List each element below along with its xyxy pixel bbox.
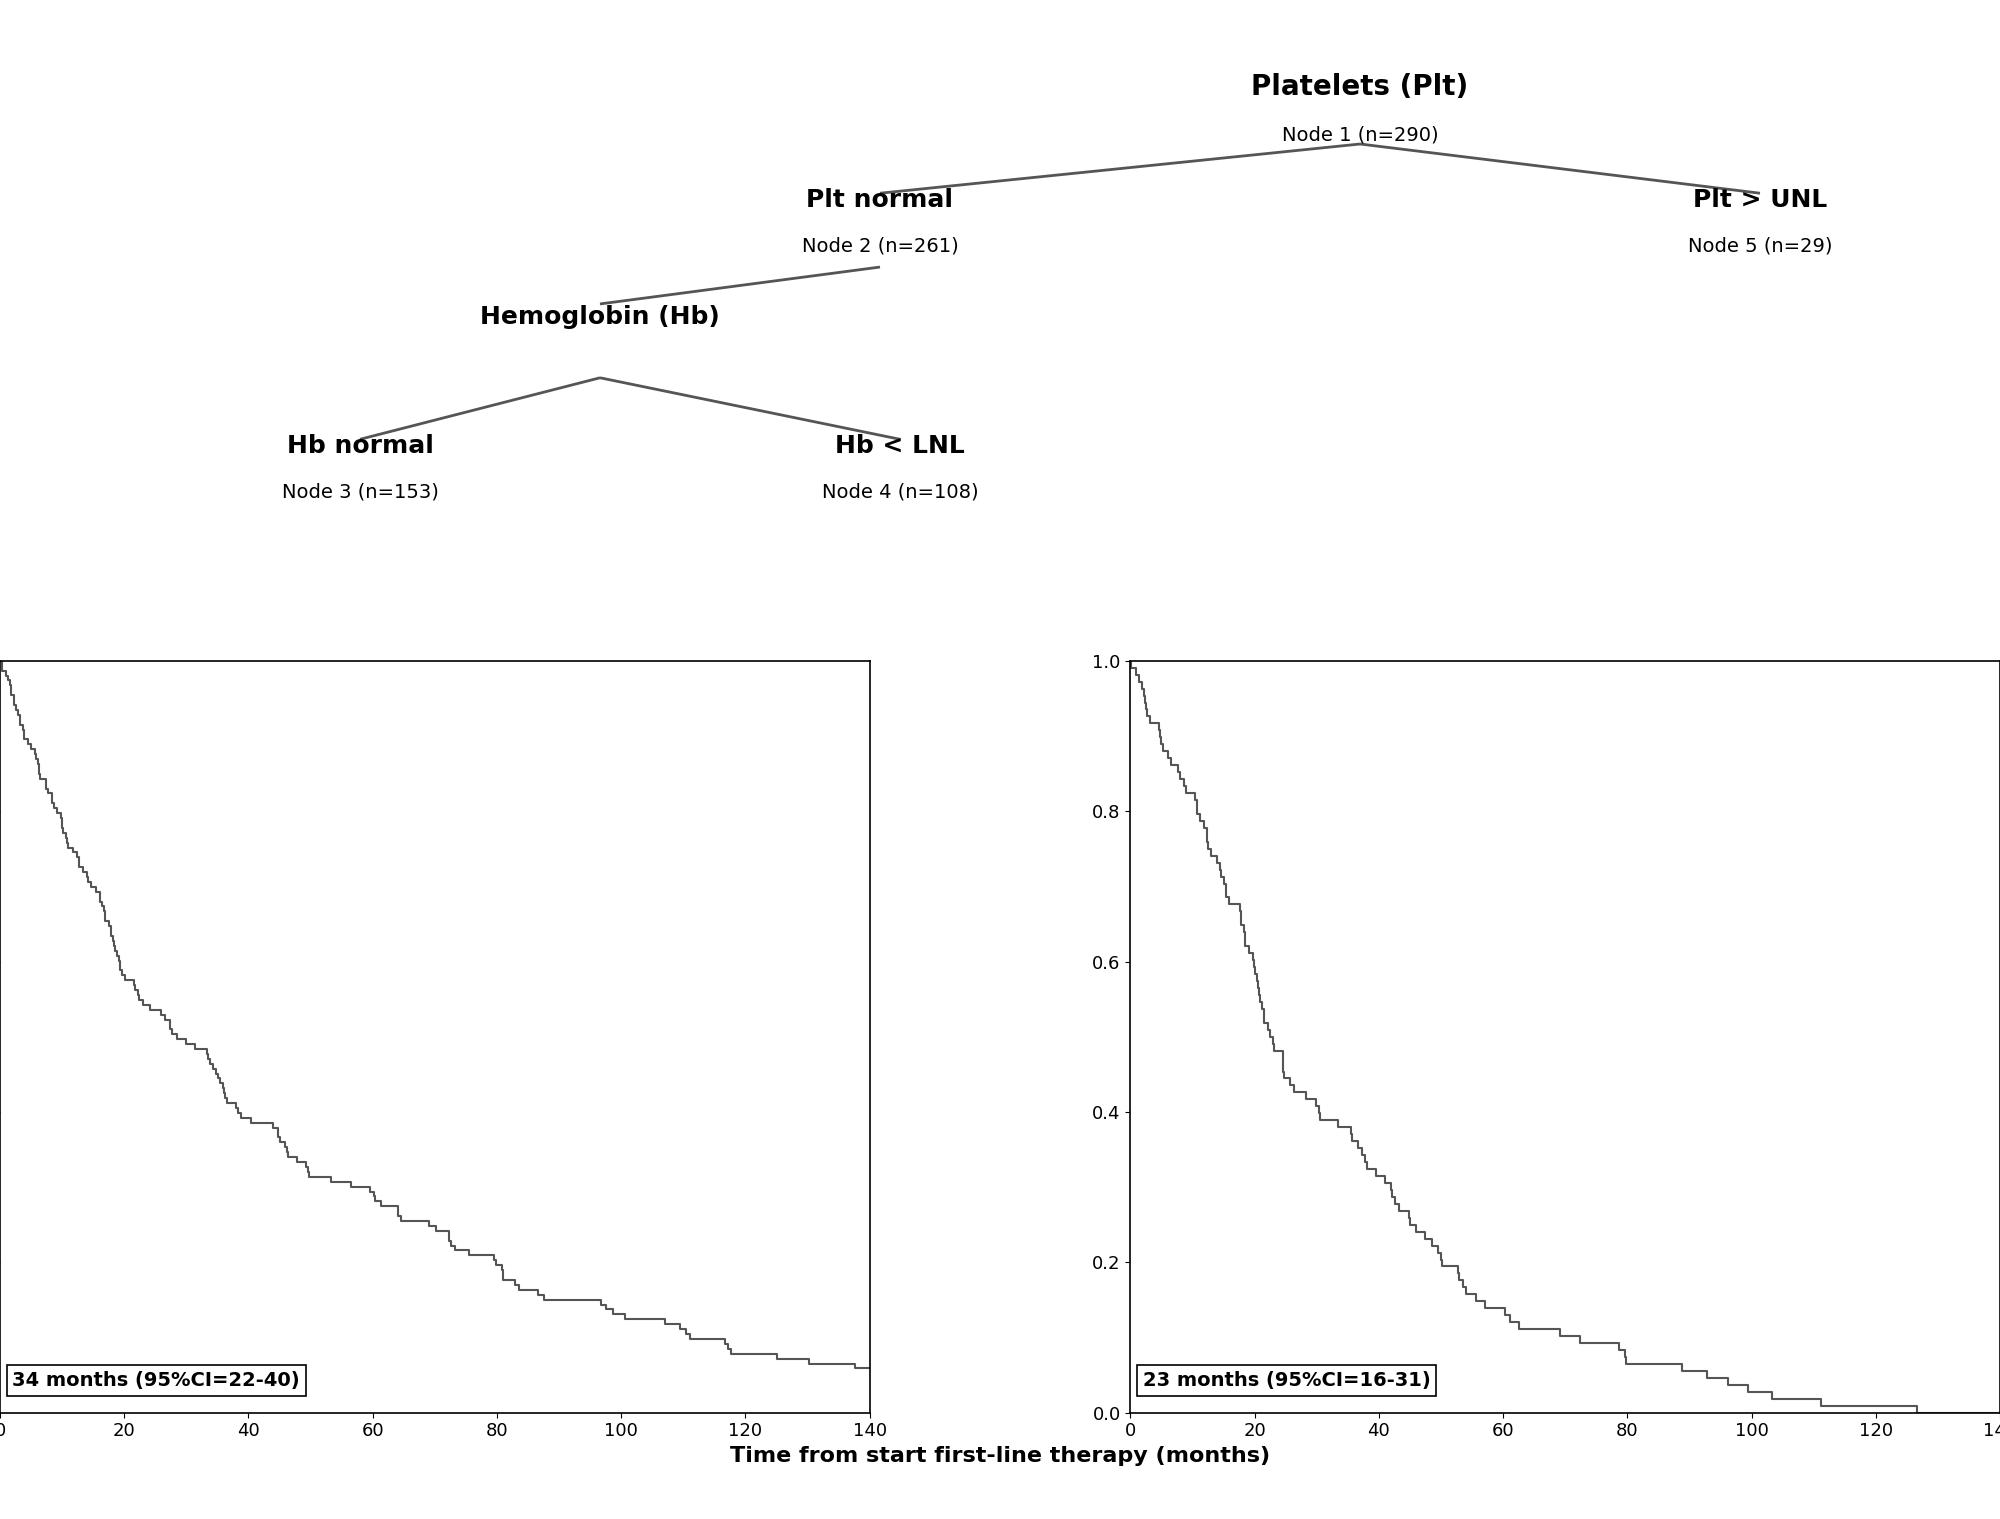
Text: Node 1 (n=290): Node 1 (n=290) — [1282, 126, 1438, 144]
Text: Platelets (Plt): Platelets (Plt) — [1252, 73, 1468, 100]
Text: Plt > UNL: Plt > UNL — [1692, 188, 1828, 211]
Text: 23 months (95%CI=16-31): 23 months (95%CI=16-31) — [1142, 1372, 1430, 1390]
Text: Hb < LNL: Hb < LNL — [836, 434, 964, 457]
Text: Node 4 (n=108): Node 4 (n=108) — [822, 483, 978, 501]
Text: Node 2 (n=261): Node 2 (n=261) — [802, 237, 958, 255]
Text: Node 5 (n=29): Node 5 (n=29) — [1688, 237, 1832, 255]
Text: Node 3 (n=153): Node 3 (n=153) — [282, 483, 438, 501]
Text: Plt normal: Plt normal — [806, 188, 954, 211]
Text: Time from start first-line therapy (months): Time from start first-line therapy (mont… — [730, 1446, 1270, 1466]
Text: 34 months (95%CI=22-40): 34 months (95%CI=22-40) — [12, 1372, 300, 1390]
Text: Hemoglobin (Hb): Hemoglobin (Hb) — [480, 305, 720, 328]
Text: Hb normal: Hb normal — [286, 434, 434, 457]
